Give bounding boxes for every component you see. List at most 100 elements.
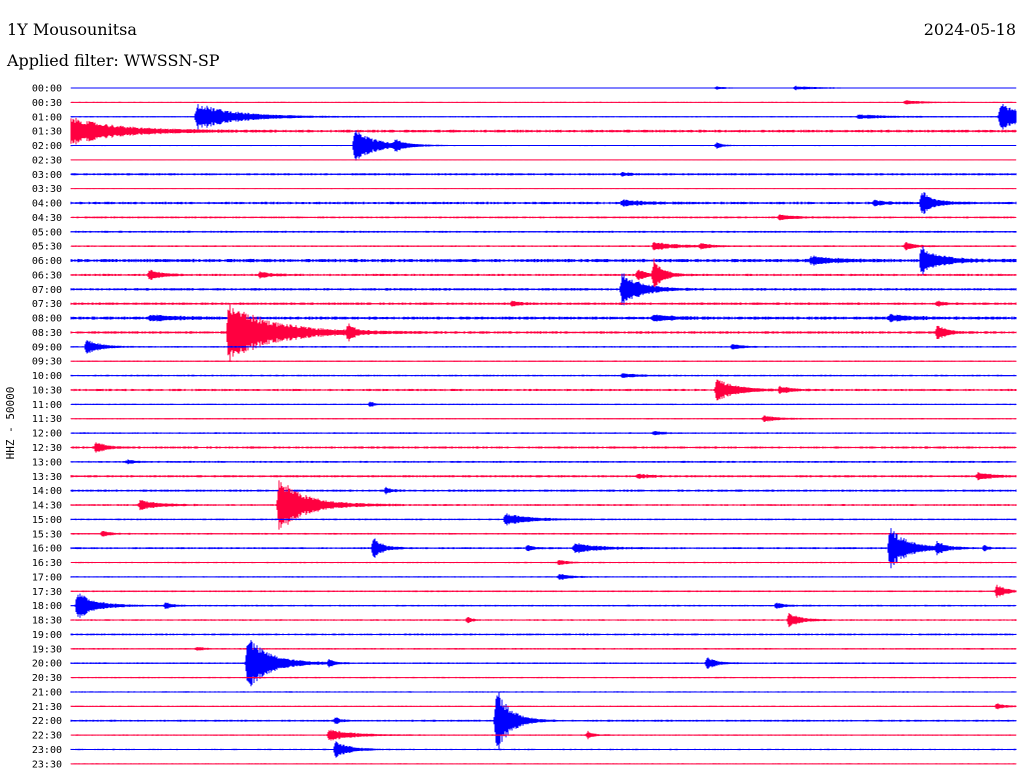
row-time-label: 15:00 bbox=[32, 515, 62, 526]
row-time-label: 09:30 bbox=[32, 357, 62, 368]
row-time-label: 16:30 bbox=[32, 558, 62, 569]
trace-1100 bbox=[70, 401, 1017, 407]
trace-1330 bbox=[70, 472, 1017, 481]
row-time-label: 14:30 bbox=[32, 501, 62, 512]
row-time-label: 10:00 bbox=[32, 371, 62, 382]
trace-0800 bbox=[70, 313, 1017, 323]
trace-2230 bbox=[70, 729, 1017, 741]
row-time-label: 00:30 bbox=[32, 98, 62, 109]
y-axis-label: HHZ - 50000 bbox=[4, 387, 17, 460]
trace-1200 bbox=[70, 431, 1017, 436]
row-time-label: 08:30 bbox=[32, 328, 62, 339]
row-time-label: 23:30 bbox=[32, 759, 62, 770]
trace-1300 bbox=[70, 459, 1017, 465]
trace-1500 bbox=[70, 513, 1017, 526]
trace-0530 bbox=[70, 242, 1017, 251]
trace-0230 bbox=[70, 159, 1017, 161]
row-time-label: 08:00 bbox=[32, 314, 62, 325]
row-time-label: 18:00 bbox=[32, 601, 62, 612]
row-time-label: 20:00 bbox=[32, 659, 62, 670]
trace-2130 bbox=[70, 703, 1017, 710]
trace-1230 bbox=[70, 442, 1017, 453]
row-time-label: 10:30 bbox=[32, 385, 62, 396]
row-time-label: 00:00 bbox=[32, 84, 62, 95]
row-time-label: 04:30 bbox=[32, 213, 62, 224]
row-time-label: 13:00 bbox=[32, 457, 62, 468]
trace-0200 bbox=[70, 130, 1017, 161]
trace-group bbox=[70, 85, 1017, 765]
trace-0630 bbox=[70, 258, 1017, 292]
trace-0030 bbox=[70, 100, 1017, 105]
trace-1730 bbox=[70, 584, 1017, 598]
trace-0600 bbox=[70, 246, 1017, 275]
trace-0430 bbox=[70, 214, 1017, 221]
trace-1900 bbox=[70, 633, 1017, 636]
row-time-label: 19:30 bbox=[32, 644, 62, 655]
row-time-label: 11:30 bbox=[32, 414, 62, 425]
trace-1530 bbox=[70, 531, 1017, 537]
trace-0300 bbox=[70, 172, 1017, 177]
row-time-label: 04:00 bbox=[32, 199, 62, 210]
trace-2000 bbox=[70, 640, 1017, 687]
trace-1400 bbox=[70, 486, 1017, 495]
trace-1130 bbox=[70, 415, 1017, 422]
date-label: 2024-05-18 bbox=[923, 20, 1016, 39]
row-time-label: 21:30 bbox=[32, 702, 62, 713]
trace-0730 bbox=[70, 300, 1017, 307]
trace-1000 bbox=[70, 373, 1017, 378]
row-time-label: 06:30 bbox=[32, 270, 62, 281]
row-time-label: 02:30 bbox=[32, 155, 62, 166]
row-time-label: 21:00 bbox=[32, 687, 62, 698]
row-time-label: 19:00 bbox=[32, 630, 62, 641]
trace-2200 bbox=[70, 691, 1017, 750]
trace-1830 bbox=[70, 613, 1017, 628]
row-time-label: 09:00 bbox=[32, 342, 62, 353]
row-time-label: 02:00 bbox=[32, 141, 62, 152]
filter-label: Applied filter: WWSSN-SP bbox=[7, 51, 220, 70]
row-time-label: 15:30 bbox=[32, 529, 62, 540]
trace-0830 bbox=[70, 303, 1017, 362]
row-time-label: 01:30 bbox=[32, 127, 62, 138]
trace-2100 bbox=[70, 691, 1017, 693]
trace-1800 bbox=[70, 593, 1017, 618]
row-time-label: 22:30 bbox=[32, 731, 62, 742]
row-time-label: 13:30 bbox=[32, 472, 62, 483]
trace-0900 bbox=[70, 340, 1017, 354]
row-time-label: 07:30 bbox=[32, 299, 62, 310]
row-time-label: 20:30 bbox=[32, 673, 62, 684]
trace-1030 bbox=[70, 379, 1017, 401]
row-label-group: 00:00 00:30 01:00 01:30 02:00 02:30 03:00 03:30… bbox=[32, 84, 62, 771]
trace-0130 bbox=[70, 117, 1017, 145]
trace-1930 bbox=[70, 647, 1017, 651]
row-time-label: 07:00 bbox=[32, 285, 62, 296]
trace-0330 bbox=[70, 188, 1017, 190]
station-title: 1Y Mousounitsa bbox=[7, 20, 137, 39]
row-time-label: 16:00 bbox=[32, 544, 62, 555]
trace-0930 bbox=[70, 360, 1017, 362]
row-time-label: 23:00 bbox=[32, 745, 62, 756]
trace-0100 bbox=[70, 104, 1017, 130]
row-time-label: 17:30 bbox=[32, 587, 62, 598]
row-time-label: 11:00 bbox=[32, 400, 62, 411]
row-time-label: 01:00 bbox=[32, 112, 62, 123]
row-time-label: 12:00 bbox=[32, 429, 62, 440]
row-time-label: 18:30 bbox=[32, 616, 62, 627]
row-time-label: 22:00 bbox=[32, 716, 62, 727]
row-time-label: 05:30 bbox=[32, 242, 62, 253]
row-time-label: 14:00 bbox=[32, 486, 62, 497]
row-time-label: 12:30 bbox=[32, 443, 62, 454]
row-time-label: 05:00 bbox=[32, 227, 62, 238]
trace-2300 bbox=[70, 741, 1017, 758]
trace-2330 bbox=[70, 763, 1017, 765]
row-time-label: 03:00 bbox=[32, 170, 62, 181]
trace-0700 bbox=[70, 273, 1017, 306]
trace-0000 bbox=[70, 85, 1017, 91]
trace-1430 bbox=[70, 480, 1017, 530]
trace-1600 bbox=[70, 528, 1017, 569]
row-time-label: 17:00 bbox=[32, 572, 62, 583]
row-time-label: 03:30 bbox=[32, 184, 62, 195]
trace-1700 bbox=[70, 574, 1017, 580]
row-time-label: 06:00 bbox=[32, 256, 62, 267]
trace-1630 bbox=[70, 560, 1017, 565]
